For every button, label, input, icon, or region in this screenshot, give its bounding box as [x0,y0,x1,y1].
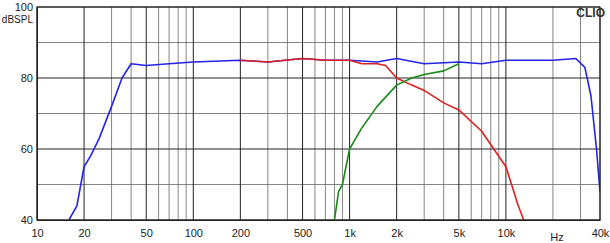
y-axis-line [37,8,38,221]
grid [37,7,600,220]
x-tick: 100 [185,220,203,239]
x-axis-line [38,220,601,221]
y-tick: 40 [21,214,37,226]
chart: 1020501002005001k2k5k10k40k406080100dBSP… [0,0,610,243]
x-tick: 2k [391,220,403,239]
x-tick: 500 [294,220,312,239]
grid-line [505,7,506,220]
x-axis-title: Hz [550,231,563,243]
y-tick: 60 [21,143,37,155]
x-tick: 200 [232,220,250,239]
x-tick-label: 500 [294,227,312,239]
y-axis: 40 60 80 100 [15,1,38,226]
x-tick-label: 50 [141,227,153,239]
minor-grid-line [37,42,600,43]
grid-line [240,7,241,220]
series-group [69,58,600,220]
grid-line [37,149,600,150]
x-tick: 10 [31,220,43,239]
x-tick: 50 [141,220,153,239]
grid-line [84,7,85,220]
x-tick-label: 20 [78,227,90,239]
x-tick-label: 1k [344,227,356,239]
y-tick-label: 100 [15,1,33,13]
x-tick-label: 5k [454,227,466,239]
series-line [334,64,458,220]
y-tick-label: 40 [21,214,33,226]
plot-area [37,7,600,220]
x-tick: 10k [498,220,516,239]
x-tick: 1k [344,220,356,239]
chart-title: CLIO [576,6,605,20]
y-tick-label: 80 [21,72,33,84]
x-tick-label: 200 [232,227,250,239]
x-tick-label: 10k [498,227,516,239]
x-tick-label: 10 [31,227,43,239]
plot-frame [37,7,600,220]
y-tick: 100 [15,1,37,13]
x-axis: 10 20 50 100 200 500 1k 2k 5k 10k 40k [31,220,609,239]
grid-line [193,7,194,220]
grid-line [349,7,350,220]
x-tick-label: 2k [391,227,403,239]
grid-line [458,7,459,220]
y-axis-title: dBSPL [2,14,34,25]
minor-grid-line [37,113,600,114]
grid-line [396,7,397,220]
y-tick: 80 [21,72,37,84]
grid-line [146,7,147,220]
y-tick-label: 60 [21,143,33,155]
x-tick-label: 100 [185,227,203,239]
x-tick: 5k [454,220,466,239]
series-line [240,58,523,220]
minor-grid-line [37,184,600,185]
x-tick: 20 [78,220,90,239]
grid-line [302,7,303,220]
series-line [69,58,600,220]
x-tick: 40k [592,220,610,239]
x-tick-label: 40k [592,227,610,239]
